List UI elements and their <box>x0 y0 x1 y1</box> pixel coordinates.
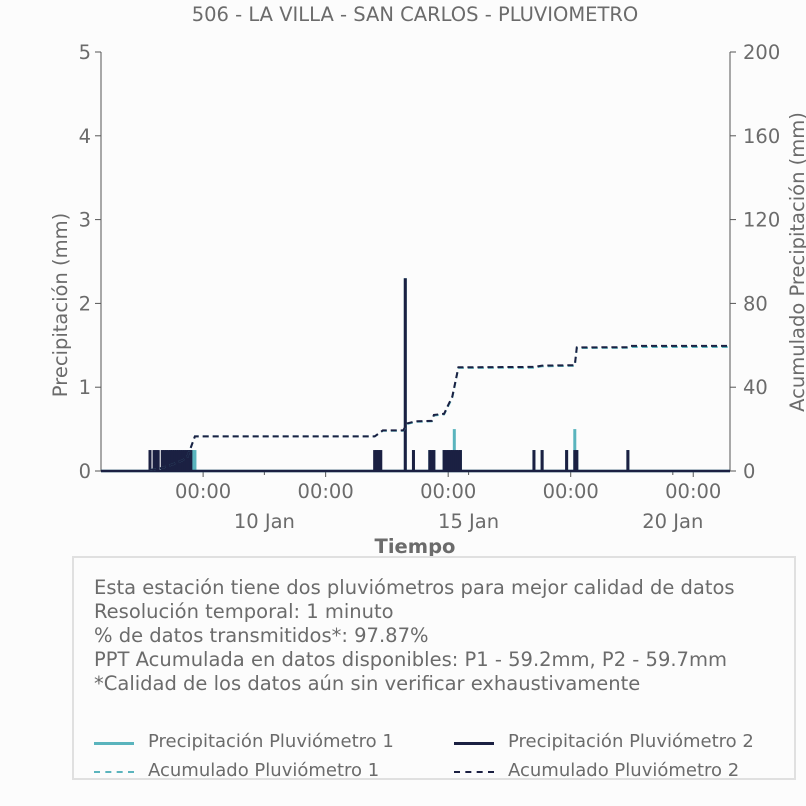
info-line: Resolución temporal: 1 minuto <box>94 600 394 623</box>
legend-swatch <box>94 742 134 745</box>
accumulated-line <box>101 344 730 472</box>
info-box: Esta estación tiene dos pluviómetros par… <box>72 556 796 781</box>
info-line: *Calidad de los datos aún sin verificar … <box>94 672 641 695</box>
legend-label: Acumulado Pluviómetro 1 <box>148 760 380 781</box>
x-axis-label: Tiempo <box>375 535 456 556</box>
y-right-tick-label: 80 <box>743 292 768 315</box>
y-right-tick-label: 40 <box>743 376 768 399</box>
info-line: % de datos transmitidos*: 97.87% <box>94 624 429 647</box>
x-tick-label: 00:00 <box>665 480 721 503</box>
x-date-tick-label: 15 Jan <box>438 510 499 533</box>
chart-title: 506 - LA VILLA - SAN CARLOS - PLUVIOMETR… <box>192 3 639 26</box>
precipitation-chart: 506 - LA VILLA - SAN CARLOS - PLUVIOMETR… <box>49 3 806 556</box>
legend-swatch <box>94 771 134 773</box>
x-tick-label: 00:00 <box>175 480 231 503</box>
y-left-tick-label: 2 <box>79 292 91 315</box>
legend-label: Precipitación Pluviómetro 2 <box>508 731 754 752</box>
legend-label: Acumulado Pluviómetro 2 <box>508 760 740 781</box>
x-date-tick-label: 20 Jan <box>642 510 703 533</box>
y-right-tick-label: 160 <box>743 125 780 148</box>
legend-item-p1-accum: Acumulado Pluviómetro 1 <box>94 760 434 784</box>
info-line: Esta estación tiene dos pluviómetros par… <box>94 576 735 599</box>
legend-item-p2-precip: Precipitación Pluviómetro 2 <box>454 731 794 755</box>
y-left-tick-label: 5 <box>79 41 91 64</box>
y-axis-left-label: Precipitación (mm) <box>49 213 72 397</box>
y-right-tick-label: 0 <box>743 460 755 483</box>
y-right-tick-label: 120 <box>743 209 780 232</box>
legend-swatch <box>454 771 494 773</box>
y-right-tick-label: 200 <box>743 41 780 64</box>
x-tick-label: 00:00 <box>298 480 354 503</box>
legend-item-p1-precip: Precipitación Pluviómetro 1 <box>94 731 434 755</box>
y-left-tick-label: 4 <box>79 125 91 148</box>
chart-axes: 0 1 2 3 4 5 0 40 80 120 160 200 00:00 00:00 00:00 00:00… <box>79 41 781 533</box>
y-left-tick-label: 0 <box>79 460 91 483</box>
legend-swatch <box>454 742 494 745</box>
info-line: PPT Acumulada en datos disponibles: P1 -… <box>94 648 727 671</box>
chart-series <box>101 278 730 473</box>
y-left-tick-label: 1 <box>79 376 91 399</box>
y-axis-right-label: Acumulado Precipitación (mm) <box>786 112 806 412</box>
x-tick-label: 00:00 <box>543 480 599 503</box>
legend-item-p2-accum: Acumulado Pluviómetro 2 <box>454 760 794 784</box>
x-date-tick-label: 10 Jan <box>234 510 295 533</box>
y-left-tick-label: 3 <box>79 209 91 232</box>
x-tick-label: 00:00 <box>420 480 476 503</box>
legend-label: Precipitación Pluviómetro 1 <box>148 731 394 752</box>
